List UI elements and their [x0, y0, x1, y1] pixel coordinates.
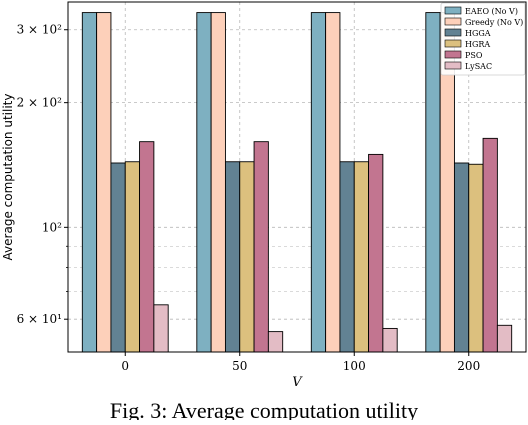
- bar-hgra-v100: [353, 161, 370, 353]
- bar-hgga-v200: [453, 162, 470, 353]
- bar-hgga-v100: [339, 161, 355, 353]
- bar-eaeo-no-v-v200: [425, 12, 441, 353]
- legend-label: HGRA: [465, 40, 490, 49]
- bar-lysac-v0: [153, 304, 169, 353]
- legend-swatch: [444, 17, 462, 26]
- legend-swatch: [444, 61, 462, 70]
- bar-pso-v100: [368, 153, 384, 353]
- bars: [81, 12, 513, 353]
- bar-hgra-v50: [239, 161, 255, 353]
- y-tick-label: 2 × 10²: [17, 96, 63, 110]
- bar-eaeo-no-v-v0: [81, 12, 98, 353]
- legend-swatch: [444, 50, 462, 59]
- x-axis-label: V: [292, 375, 303, 390]
- figure-caption: Fig. 3: Average computation utility: [110, 398, 418, 420]
- bar-eaeo-no-v-v50: [196, 12, 212, 353]
- x-axis-ticks: 0 50 100 200: [121, 352, 480, 373]
- legend-label: Greedy (No V): [465, 18, 523, 27]
- y-tick-label: 10²: [42, 220, 62, 234]
- legend-label: EAEO (No V): [465, 7, 518, 16]
- y-axis-ticks: 3 × 10² 2 × 10² 10² 6 × 10¹: [17, 23, 68, 326]
- bar-greedy-no-v-v50: [210, 12, 226, 353]
- bar-hgga-v50: [224, 161, 241, 353]
- bar-pso-v50: [253, 141, 269, 353]
- legend-swatch: [444, 39, 462, 48]
- bar-hgra-v200: [468, 163, 484, 353]
- bar-greedy-no-v-v100: [325, 12, 341, 353]
- bar-pso-v0: [139, 141, 155, 353]
- bar-eaeo-no-v-v100: [310, 12, 327, 353]
- bar-greedy-no-v-v0: [96, 12, 112, 353]
- bar-lysac-v100: [382, 327, 398, 353]
- bar-lysac-v50: [267, 331, 284, 353]
- x-tick-label: 200: [457, 359, 480, 373]
- bar-hgra-v0: [124, 161, 141, 353]
- legend-box: [440, 2, 526, 76]
- bar-pso-v200: [482, 137, 498, 353]
- legend: EAEO (No V) Greedy (No V) HGGA HGRA PSO LySAC: [440, 2, 526, 76]
- bar-lysac-v200: [496, 324, 513, 353]
- x-tick-label: 100: [343, 359, 366, 373]
- legend-label: HGGA: [465, 29, 491, 38]
- legend-swatch: [444, 6, 462, 15]
- legend-label: PSO: [465, 51, 483, 60]
- y-tick-label: 3 × 10²: [17, 23, 63, 37]
- y-axis-label: Average computation utility: [1, 94, 15, 261]
- x-tick-label: 0: [121, 359, 129, 373]
- y-tick-label: 6 × 10¹: [17, 312, 62, 326]
- bar-hgga-v0: [110, 162, 126, 353]
- plot-frame: [67, 1, 527, 353]
- legend-label: LySAC: [465, 62, 492, 71]
- legend-swatch: [444, 28, 462, 37]
- x-tick-label: 50: [232, 359, 247, 373]
